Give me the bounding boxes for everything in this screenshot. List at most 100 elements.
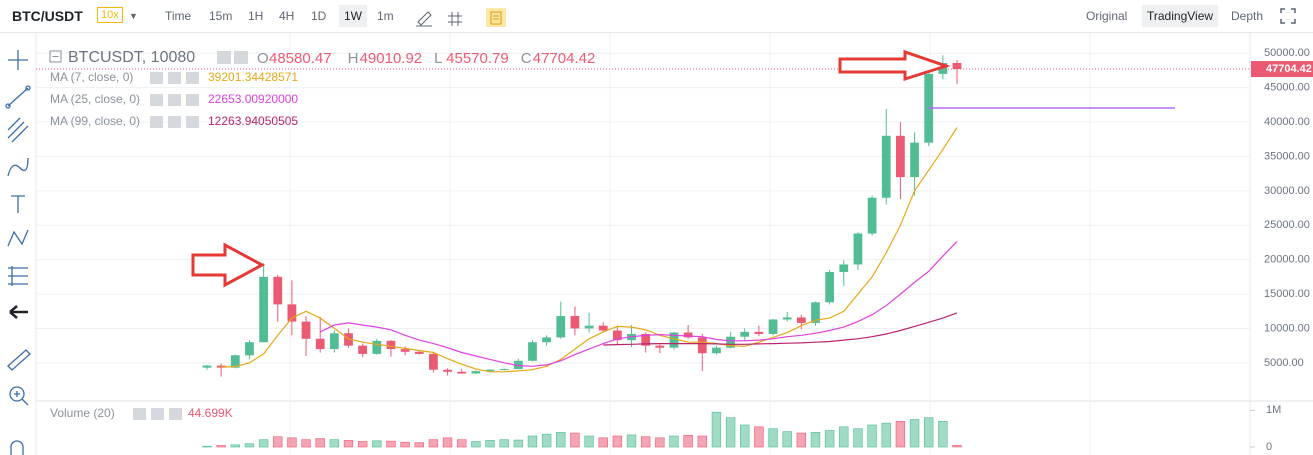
candle-body xyxy=(315,338,325,350)
interval-button[interactable]: Time xyxy=(165,9,192,23)
gear-icon[interactable] xyxy=(151,408,164,420)
ruler-tool[interactable] xyxy=(7,349,31,371)
candle-body xyxy=(513,360,523,370)
volume-value: 44.699K xyxy=(188,406,233,420)
candle-body xyxy=(216,365,226,368)
fib-tool[interactable] xyxy=(8,266,28,286)
channel-tool[interactable] xyxy=(7,117,29,143)
pattern-tool[interactable] xyxy=(7,229,29,247)
magnet-tool[interactable] xyxy=(10,440,24,455)
eye-icon[interactable] xyxy=(217,51,231,64)
candle-body xyxy=(259,276,268,343)
gear-icon[interactable] xyxy=(234,51,248,64)
chart: 5000.00 10000.00 15000.00 20000.00 25000.00 3… xyxy=(5,33,1313,455)
indicator-name: MA (7, close, 0) xyxy=(50,70,133,84)
gear-icon[interactable] xyxy=(168,72,181,84)
view-button[interactable]: Original xyxy=(1086,9,1128,23)
candle-body xyxy=(202,365,212,368)
marks: 47704.42 xyxy=(36,55,1313,448)
candle-body xyxy=(245,342,254,356)
candle-body xyxy=(768,319,778,334)
view-button[interactable]: Depth xyxy=(1231,9,1264,23)
close-icon[interactable] xyxy=(186,72,199,84)
y-tick-label: 5000.00 xyxy=(1264,357,1304,369)
last-price-label: 47704.42 xyxy=(1266,63,1312,75)
volume-bar xyxy=(697,435,707,448)
settings-icon[interactable] xyxy=(448,12,462,26)
volume-bar xyxy=(867,424,877,448)
symbol[interactable]: BTC/USDT xyxy=(12,8,83,24)
gear-icon[interactable] xyxy=(168,94,181,106)
y-tick-label: 50000.00 xyxy=(1264,47,1310,59)
candle-body xyxy=(301,321,311,339)
volume-bar xyxy=(541,433,552,448)
volume-bar xyxy=(740,424,750,448)
candle-body xyxy=(641,333,651,346)
back-tool[interactable] xyxy=(9,305,28,319)
trendline-dot xyxy=(5,103,11,109)
crosshair-tool[interactable] xyxy=(8,50,28,70)
volume-bar xyxy=(683,434,693,448)
close-icon[interactable] xyxy=(186,94,199,106)
interval-button[interactable]: 1D xyxy=(311,9,327,23)
candle-body xyxy=(329,333,339,350)
volume-bar xyxy=(669,435,679,448)
candle-body xyxy=(697,337,707,354)
volume-bar xyxy=(655,437,665,448)
close-icon[interactable] xyxy=(169,408,182,420)
fullscreen-icon[interactable] xyxy=(1280,8,1296,24)
volume-bar xyxy=(725,417,736,448)
leverage[interactable]: 10x xyxy=(97,7,123,23)
candle-body xyxy=(556,316,566,338)
eye-icon[interactable] xyxy=(133,408,146,420)
eye-icon[interactable] xyxy=(150,72,163,84)
y-tick-label: 10000.00 xyxy=(1264,322,1310,334)
volume-bar xyxy=(244,443,255,448)
volume-bar xyxy=(400,441,410,448)
moving-average-line xyxy=(221,127,958,373)
candle-body xyxy=(400,349,410,352)
y-tick-label: 25000.00 xyxy=(1264,219,1310,231)
candle-body xyxy=(683,332,693,338)
gear-icon[interactable] xyxy=(168,116,181,128)
volume-bar xyxy=(414,442,424,448)
interval-button[interactable]: 15m xyxy=(209,9,233,23)
eye-icon[interactable] xyxy=(150,116,163,128)
candle-body xyxy=(485,369,495,372)
volume-bar xyxy=(598,437,608,448)
text-tool[interactable] xyxy=(11,195,25,213)
arrows xyxy=(191,49,951,288)
candle-body xyxy=(910,142,919,178)
interval-button[interactable]: 1W xyxy=(339,5,367,27)
volume-bar xyxy=(442,437,453,448)
trendline-dot xyxy=(25,85,31,91)
view-button[interactable]: TradingView xyxy=(1142,5,1219,27)
volume-bar xyxy=(386,440,396,448)
volume-bar xyxy=(343,440,354,448)
interval-button[interactable]: 4H xyxy=(279,9,295,23)
volume-bar xyxy=(796,432,807,448)
dropdown-caret[interactable]: ▼ xyxy=(129,11,138,21)
collapse-box[interactable] xyxy=(49,50,62,63)
volume-bar xyxy=(527,435,538,448)
candle-body xyxy=(230,355,240,368)
indicator-name: MA (25, close, 0) xyxy=(50,92,140,106)
volume-bar xyxy=(754,426,764,448)
candle-body xyxy=(811,302,820,323)
trendline-tool[interactable] xyxy=(7,87,29,107)
close-icon[interactable] xyxy=(186,116,199,128)
pen-icon[interactable] xyxy=(416,11,432,27)
brush-tool[interactable] xyxy=(7,157,29,177)
interval-button[interactable]: 1H xyxy=(248,9,264,23)
ohlc-values: O 48580.47 H 49010.92 L 45570.79 C 47704.42 xyxy=(257,50,595,67)
interval-button[interactable]: 1m xyxy=(377,9,394,23)
volume-bar xyxy=(428,439,439,448)
candle-body xyxy=(443,369,452,372)
grid: 5000.00 10000.00 15000.00 20000.00 25000.00 3… xyxy=(36,47,1310,453)
volume-bar xyxy=(556,432,566,448)
candle-body xyxy=(344,333,353,346)
candle-body xyxy=(825,272,835,303)
eye-icon[interactable] xyxy=(150,94,163,106)
volume-bar xyxy=(485,440,495,448)
zoom-tool[interactable] xyxy=(9,386,25,402)
